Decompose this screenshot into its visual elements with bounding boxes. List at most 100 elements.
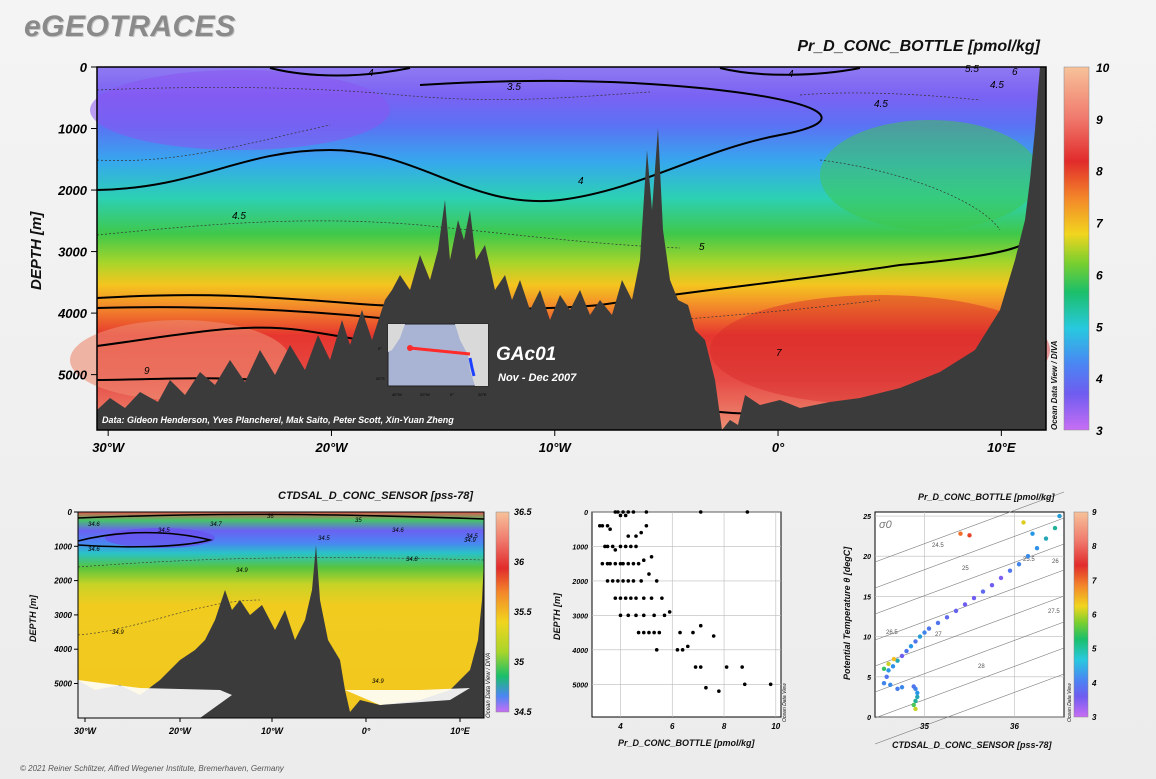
ts-data-point (1021, 520, 1026, 525)
ts-data-point (989, 582, 995, 588)
salinity-contour-label: 35 (355, 518, 362, 524)
profile-xlabel: Pr_D_CONC_BOTTLE [pmol/kg] (618, 738, 755, 748)
profile-data-point (698, 510, 703, 514)
salinity-colorbar-label: Ocean Data View / DIVA (486, 652, 492, 718)
ts-y-tick-label: 25 (862, 514, 871, 521)
contour-label: 4.5 (990, 80, 1004, 91)
profile-y-tick-label: 2000 (571, 579, 588, 586)
profile-data-point (631, 561, 636, 566)
profile-data-point (704, 685, 708, 690)
salinity-contour-label: 36 (267, 514, 274, 520)
cruise-dates: Nov - Dec 2007 (498, 372, 577, 384)
ts-colorbar-label: Ocean Data View (1067, 683, 1073, 722)
cruise-map-inset: 40°W 20°W 0° 20°E 20°S 0° (376, 323, 489, 397)
ts-data-point (962, 602, 968, 607)
profile-data-point (600, 523, 605, 528)
ts-data-point (915, 694, 920, 700)
ts-data-point (899, 653, 905, 659)
profile-data-point (644, 523, 649, 528)
salinity-contour-label: 34.5 (158, 528, 170, 534)
ts-data-point (884, 674, 889, 680)
profile-data-point (618, 596, 623, 600)
salinity-x-tick-label: 10°E (450, 726, 471, 736)
contour-line (269, 67, 411, 77)
ts-data-point (890, 664, 896, 669)
profile-data-point (662, 613, 667, 618)
profile-data-point (636, 561, 641, 566)
profile-data-point (618, 613, 623, 618)
profile-data-point (618, 513, 623, 518)
contour-label: 4 (578, 176, 584, 187)
salinity-y-tick-label: 2000 (53, 577, 72, 586)
isopycnal-label: 25.5 (1023, 557, 1035, 563)
bathymetry (97, 67, 1046, 430)
isopycnal-label: 26.5 (886, 630, 898, 636)
ts-data-point (881, 681, 887, 686)
profile-data-point (610, 544, 615, 549)
main-plot-frame (96, 66, 1047, 431)
main-colorbar (1063, 66, 1090, 431)
profile-data-point (634, 534, 638, 538)
profile-y-tick-label: 3000 (572, 613, 588, 620)
isopycnal-line (874, 673, 1065, 745)
map-land-africa (455, 324, 488, 386)
profile-data-point (698, 665, 703, 669)
profile-side-label: Ocean Data View (782, 683, 788, 722)
copyright: © 2021 Reiner Schlitzer, Alfred Wegener … (20, 764, 284, 773)
contour-label: 4 (788, 69, 794, 80)
profile-data-point (641, 613, 646, 618)
profile-data-point (698, 623, 703, 628)
profile-ylabel: DEPTH [m] (552, 593, 562, 640)
profile-data-point (603, 544, 607, 549)
ts-data-point (895, 658, 900, 663)
main-x-tick-label: 30°W (92, 440, 126, 455)
profile-data-point (649, 596, 654, 600)
salinity-x-tick-label: 20°W (168, 726, 193, 736)
main-colorbar-tick: 9 (1096, 113, 1103, 127)
profile-data-point (629, 544, 633, 549)
profile-y-tick-label: 0 (584, 510, 588, 517)
ts-data-point (913, 639, 918, 644)
contour-label: 9 (144, 366, 150, 377)
ts-y-tick-label: 5 (867, 675, 871, 682)
salinity-contour-label: 34.6 (88, 522, 100, 528)
profile-data-point (711, 634, 716, 638)
profile-data-point (629, 596, 633, 600)
main-x-tick-label: 10°E (987, 440, 1016, 455)
salinity-colorbar-tick: 36.5 (514, 507, 533, 517)
profile-data-point (613, 548, 618, 552)
salinity-contour-label: 34.9 (372, 679, 384, 685)
ts-colorbar-tick: 8 (1092, 542, 1097, 551)
contour-label: 6 (1012, 67, 1018, 78)
profile-data-point (626, 534, 631, 538)
salinity-x-tick-label: 30°W (74, 726, 98, 736)
isopycnal-line (874, 595, 1065, 667)
profile-x-tick-label: 6 (670, 722, 675, 731)
salinity-y-tick-label: 0 (68, 508, 73, 517)
sigma-label: σ0 (879, 519, 893, 531)
main-y-tick-label: 3000 (58, 245, 88, 260)
salinity-contour-label: 34.9 (236, 568, 248, 574)
profile-data-point (634, 613, 638, 618)
isopycnal-label: 27 (935, 632, 942, 638)
ts-ylabel: Potential Temperature θ [degC] (842, 546, 852, 680)
isopycnal-line (874, 517, 1065, 589)
main-colorbar-tick: 7 (1096, 217, 1104, 231)
contour-line (96, 79, 823, 203)
salinity-contour-label: 34.7 (210, 522, 222, 528)
profile-data-point (605, 544, 610, 549)
map-tick: 20°E (478, 392, 487, 397)
cruise-name: GAc01 (496, 344, 557, 365)
isopycnal-line (874, 569, 1065, 641)
ts-data-point (913, 698, 918, 704)
ts-data-point (1030, 531, 1035, 536)
salinity-contour-label: 34.5 (466, 534, 478, 540)
isopycnal-line (874, 491, 1065, 563)
contour-label: 5 (699, 242, 705, 253)
ts-data-point (886, 668, 891, 673)
profile-data-point (626, 561, 631, 566)
profile-data-point (654, 648, 659, 652)
profile-data-point (621, 579, 625, 583)
ts-colorbar-tick: 6 (1092, 611, 1097, 620)
ts-data-point (904, 648, 909, 654)
